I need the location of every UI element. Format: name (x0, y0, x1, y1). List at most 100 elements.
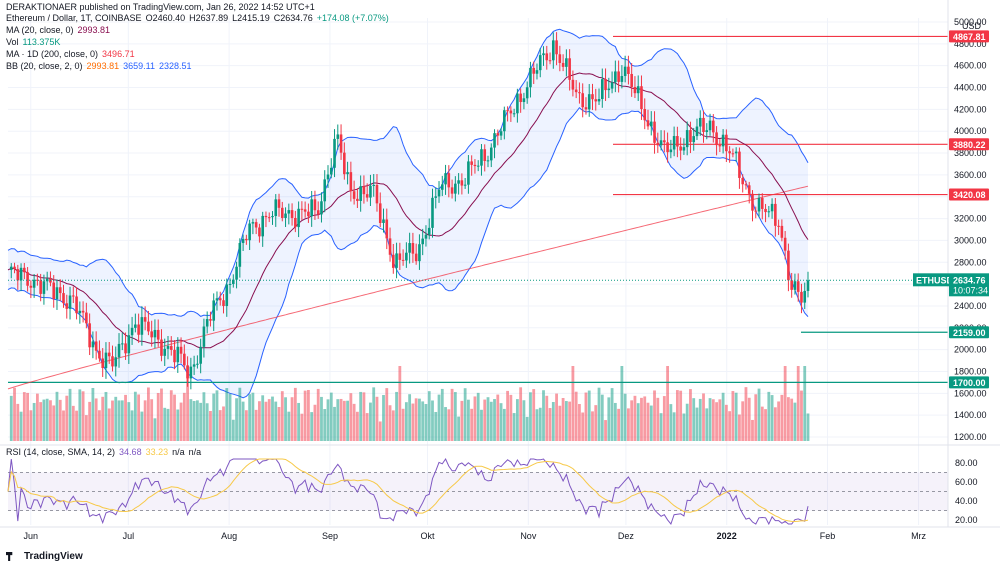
candle[interactable] (378, 192, 382, 228)
candle[interactable] (375, 174, 379, 212)
candle[interactable] (489, 143, 493, 168)
legend-ma20[interactable]: MA (20, close, 0) 2993.81 (6, 25, 114, 36)
candle[interactable] (434, 187, 438, 209)
candle[interactable] (581, 83, 584, 118)
candle[interactable] (702, 110, 705, 143)
candle[interactable] (166, 335, 170, 360)
candle[interactable] (209, 311, 212, 327)
candle[interactable] (669, 139, 673, 159)
candle[interactable] (646, 109, 650, 130)
candle[interactable] (649, 111, 653, 136)
candle[interactable] (437, 181, 441, 203)
legend-ma200[interactable]: MA · 1D (200, close, 0) 3496.71 (6, 49, 139, 60)
candle[interactable] (395, 242, 398, 279)
candle[interactable] (303, 201, 307, 218)
candle[interactable] (156, 319, 160, 347)
candle[interactable] (401, 249, 405, 266)
candle[interactable] (62, 284, 65, 308)
candle[interactable] (712, 114, 715, 143)
candle[interactable] (356, 188, 359, 209)
price-level-label[interactable]: 3420.08 (949, 188, 989, 201)
candle[interactable] (633, 76, 637, 99)
candle[interactable] (258, 223, 261, 243)
candle[interactable] (457, 173, 460, 195)
candle[interactable] (473, 159, 477, 174)
candle[interactable] (760, 193, 764, 220)
candle[interactable] (232, 274, 235, 288)
candle[interactable] (538, 48, 542, 78)
candle[interactable] (708, 113, 712, 136)
candle[interactable] (326, 165, 330, 189)
candle[interactable] (176, 337, 180, 373)
candle[interactable] (663, 130, 666, 153)
candle[interactable] (300, 201, 304, 220)
candle[interactable] (444, 164, 447, 195)
candle[interactable] (767, 206, 771, 218)
candle[interactable] (107, 342, 111, 364)
candle[interactable] (480, 144, 483, 176)
candle[interactable] (238, 238, 242, 278)
candle[interactable] (620, 65, 624, 89)
candle[interactable] (352, 180, 356, 205)
candle[interactable] (555, 32, 558, 66)
candle[interactable] (124, 332, 127, 360)
candle[interactable] (571, 70, 575, 97)
candle[interactable] (313, 190, 317, 220)
candle[interactable] (75, 287, 78, 320)
candle[interactable] (81, 301, 85, 323)
candle[interactable] (512, 108, 516, 118)
candle[interactable] (800, 283, 803, 314)
candle[interactable] (173, 340, 176, 370)
legend-rsi[interactable]: RSI (14, close, SMA, 14, 2) 34.68 33.23 n/a… (6, 447, 205, 458)
candle[interactable] (294, 210, 297, 233)
candle[interactable] (280, 201, 284, 222)
candle[interactable] (607, 77, 611, 99)
candle[interactable] (734, 147, 738, 162)
candle[interactable] (114, 346, 118, 377)
candle[interactable] (267, 212, 271, 223)
candle[interactable] (587, 84, 591, 117)
candle[interactable] (199, 338, 202, 374)
candle[interactable] (55, 279, 59, 310)
candle[interactable] (604, 68, 607, 101)
candle[interactable] (365, 183, 369, 202)
candle[interactable] (467, 155, 470, 194)
candle[interactable] (127, 324, 131, 364)
candle[interactable] (614, 60, 617, 93)
candle[interactable] (16, 264, 20, 290)
candle[interactable] (88, 313, 91, 356)
candle[interactable] (9, 263, 13, 279)
candle[interactable] (228, 278, 232, 294)
candle[interactable] (552, 32, 555, 69)
candle[interactable] (793, 273, 797, 295)
candle[interactable] (333, 129, 336, 178)
candle[interactable] (643, 98, 647, 130)
candle[interactable] (225, 278, 229, 317)
candle[interactable] (617, 60, 620, 93)
candle[interactable] (29, 280, 33, 299)
candle[interactable] (542, 46, 545, 66)
candle[interactable] (689, 121, 692, 154)
candle[interactable] (261, 211, 264, 247)
candle[interactable] (32, 273, 36, 298)
candle[interactable] (411, 232, 415, 263)
candle[interactable] (751, 190, 754, 222)
candle[interactable] (790, 272, 793, 298)
candle[interactable] (196, 355, 199, 369)
candle[interactable] (346, 161, 349, 185)
candle[interactable] (682, 138, 686, 155)
candle[interactable] (640, 75, 643, 120)
candle[interactable] (192, 355, 196, 375)
candle[interactable] (65, 294, 69, 319)
candle[interactable] (274, 194, 278, 227)
candle[interactable] (692, 127, 696, 151)
candle[interactable] (630, 63, 633, 97)
candle[interactable] (39, 273, 42, 302)
candle[interactable] (476, 160, 480, 172)
candle[interactable] (248, 219, 251, 251)
candle[interactable] (392, 244, 395, 274)
candle[interactable] (329, 158, 333, 179)
candle[interactable] (627, 55, 630, 85)
candle[interactable] (659, 130, 663, 151)
candle[interactable] (545, 45, 549, 70)
